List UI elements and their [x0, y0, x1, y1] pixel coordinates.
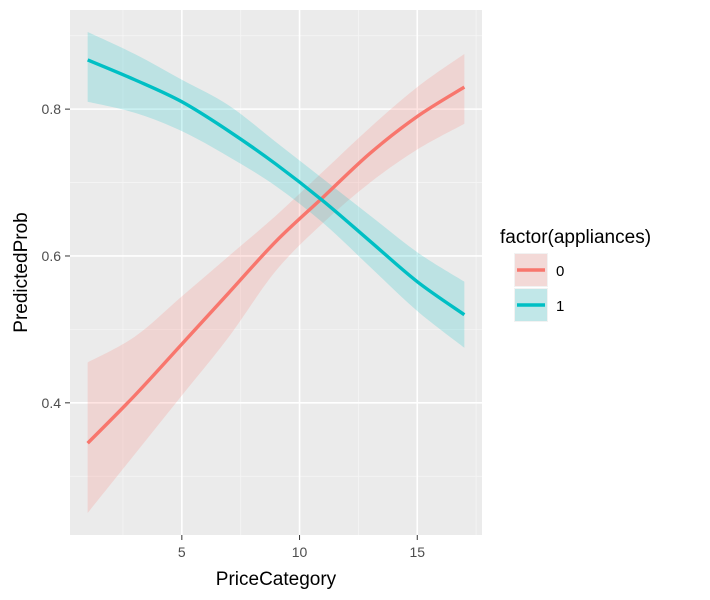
plot-panel: [70, 10, 482, 535]
x-axis-title: PriceCategory: [216, 569, 337, 590]
series-lines: [86, 58, 466, 445]
legend: factor(appliances) 0 1: [500, 227, 651, 322]
y-tick-label-1: 0.6: [42, 248, 62, 264]
y-axis-title: PredictedProb: [11, 212, 32, 332]
legend-label-1: 1: [556, 298, 564, 315]
y-tick-label-2: 0.8: [42, 101, 62, 117]
x-tick-label-1: 10: [292, 544, 308, 560]
x-tick-label-0: 5: [178, 544, 186, 560]
series-line-1: [86, 58, 466, 317]
minor-gridlines: [70, 10, 482, 535]
series-line-0: [86, 85, 466, 445]
y-axis-ticks: 0.4 0.6 0.8: [42, 101, 70, 411]
confidence-band-1: [87, 32, 465, 348]
legend-title: factor(appliances): [500, 227, 651, 248]
legend-label-0: 0: [556, 263, 564, 280]
y-tick-label-0: 0.4: [42, 395, 62, 411]
confidence-bands: [87, 32, 465, 513]
major-gridlines: [70, 10, 482, 535]
x-tick-label-2: 15: [409, 544, 425, 560]
confidence-band-0: [87, 54, 465, 513]
x-axis-ticks: 5 10 15: [178, 535, 425, 560]
